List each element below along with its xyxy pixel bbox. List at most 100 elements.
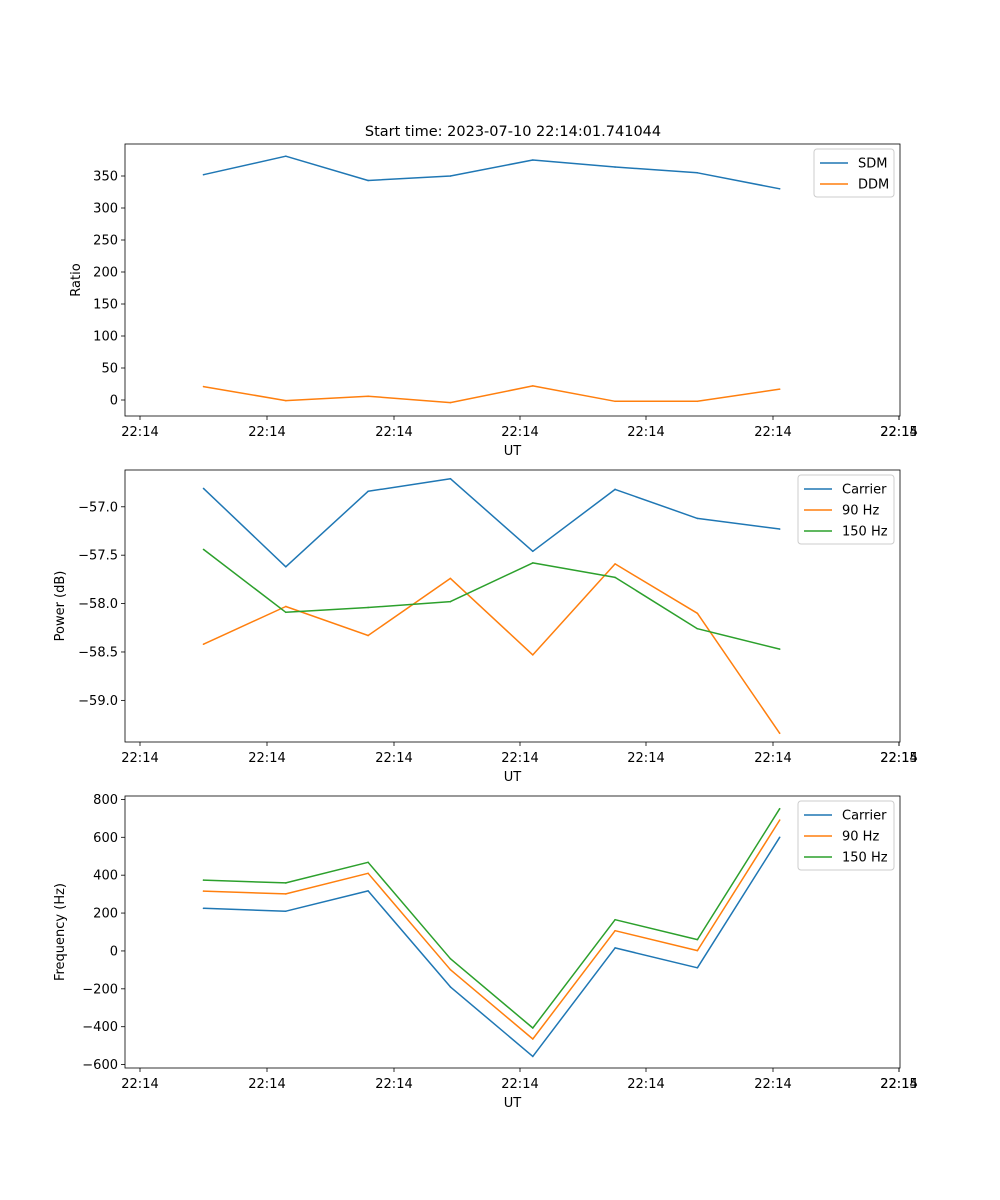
- data-point: [531, 1055, 534, 1058]
- legend: Carrier 90 Hz 150 Hz: [797, 474, 895, 545]
- legend-box: [797, 800, 895, 871]
- y-tick-label: −59.0: [78, 694, 118, 709]
- series-line-carrier: [202, 477, 780, 568]
- data-point: [696, 627, 699, 630]
- data-point: [778, 732, 781, 735]
- x-axis-label: UT: [504, 444, 522, 459]
- data-point: [778, 528, 781, 530]
- legend-label: 90 Hz: [842, 504, 879, 519]
- x-tick-label: 22:14: [501, 751, 538, 766]
- y-tick-label: −600: [82, 1058, 118, 1073]
- data-point: [778, 188, 781, 190]
- data-point: [696, 517, 699, 520]
- x-tick-label: 22:14: [501, 1077, 538, 1092]
- x-tick-label: 22:14: [248, 751, 285, 766]
- y-axis-label: Frequency (Hz): [53, 883, 68, 981]
- y-tick-label: 200: [93, 266, 118, 281]
- data-point: [696, 949, 699, 952]
- data-point: [202, 385, 205, 388]
- data-point: [202, 173, 205, 176]
- series-line-carrier: [203, 836, 781, 1058]
- x-tick-label: 22:14: [375, 1077, 412, 1092]
- y-tick-label: −200: [82, 982, 118, 997]
- x-tick-label: 22:14: [627, 751, 664, 766]
- y-tick-label: 350: [93, 170, 118, 185]
- data-point: [285, 565, 287, 568]
- data-point: [367, 395, 369, 397]
- x-axis-label: UT: [504, 1096, 522, 1111]
- x-tick-label: 22:14: [375, 425, 412, 440]
- legend: Carrier 90 Hz 150 Hz: [797, 800, 895, 871]
- x-tick-label: 22:14: [627, 425, 664, 440]
- legend-label: DDM: [858, 178, 889, 193]
- data-point: [531, 550, 534, 553]
- data-point: [778, 388, 781, 390]
- legend-label: Carrier: [842, 483, 887, 498]
- y-tick-label: −58.0: [78, 597, 118, 612]
- data-point: [202, 907, 205, 910]
- data-point: [285, 893, 287, 895]
- x-tick-label: 22:14: [121, 1077, 158, 1092]
- y-tick-label: 150: [93, 298, 118, 313]
- data-point: [202, 643, 205, 646]
- x-tick-label: 22:14: [375, 751, 412, 766]
- data-point: [367, 872, 369, 875]
- x-tick-label: 22:14: [754, 751, 791, 766]
- data-point: [202, 879, 205, 881]
- y-tick-label: 200: [93, 907, 118, 922]
- series-line-90-hz: [203, 819, 781, 1040]
- legend-label: 150 Hz: [842, 525, 888, 540]
- legend-label: 150 Hz: [842, 851, 888, 866]
- axes-frame: [124, 795, 901, 1069]
- data-point: [614, 563, 616, 565]
- data-point: [449, 986, 452, 988]
- axes-frame: [124, 143, 901, 417]
- series-line-sdm: [203, 155, 780, 190]
- x-tick-label: 22:15: [880, 751, 917, 766]
- data-point: [449, 175, 452, 177]
- data-point: [202, 890, 205, 892]
- data-point: [285, 611, 287, 614]
- y-tick-label: 0: [110, 394, 118, 409]
- data-point: [531, 385, 534, 387]
- data-point: [614, 947, 616, 949]
- legend-label: 90 Hz: [842, 830, 879, 845]
- x-tick-label: 22:15: [880, 1077, 917, 1092]
- y-tick-label: 250: [93, 234, 118, 249]
- x-tick-label: 22:14: [501, 425, 538, 440]
- panel-3: −600 −400 −200 0 200 400 600 800 22:14 22:14 22:14…: [53, 793, 918, 1111]
- legend: SDM DDM: [813, 148, 895, 198]
- x-tick-label: 22:14: [880, 425, 917, 440]
- data-point: [285, 605, 287, 608]
- x-tick-label: 22:14: [627, 1077, 664, 1092]
- y-axis-label: Power (dB): [53, 571, 68, 642]
- data-point: [367, 179, 369, 182]
- data-point: [696, 966, 699, 969]
- data-point: [367, 861, 369, 864]
- legend-label: SDM: [858, 157, 887, 172]
- y-tick-label: 300: [93, 202, 118, 217]
- legend-box: [797, 474, 895, 545]
- data-point: [367, 606, 369, 609]
- x-tick-label: 22:14: [880, 751, 917, 766]
- data-point: [449, 577, 452, 580]
- data-point: [531, 654, 534, 656]
- y-tick-label: 50: [101, 362, 118, 377]
- y-tick-label: −57.5: [78, 549, 118, 564]
- data-point: [696, 400, 699, 403]
- y-tick-label: 100: [93, 330, 118, 345]
- data-point: [531, 1027, 534, 1029]
- data-point: [285, 882, 287, 884]
- series-line-ddm: [203, 385, 780, 404]
- x-tick-label: 22:14: [880, 1077, 917, 1092]
- data-point: [449, 957, 452, 960]
- data-point: [531, 1038, 534, 1040]
- data-point: [285, 155, 287, 157]
- series-line-90-hz: [203, 563, 781, 734]
- y-tick-label: 800: [93, 793, 118, 808]
- data-point: [614, 576, 616, 579]
- data-point: [696, 612, 699, 615]
- data-point: [531, 159, 534, 161]
- data-point: [285, 399, 287, 402]
